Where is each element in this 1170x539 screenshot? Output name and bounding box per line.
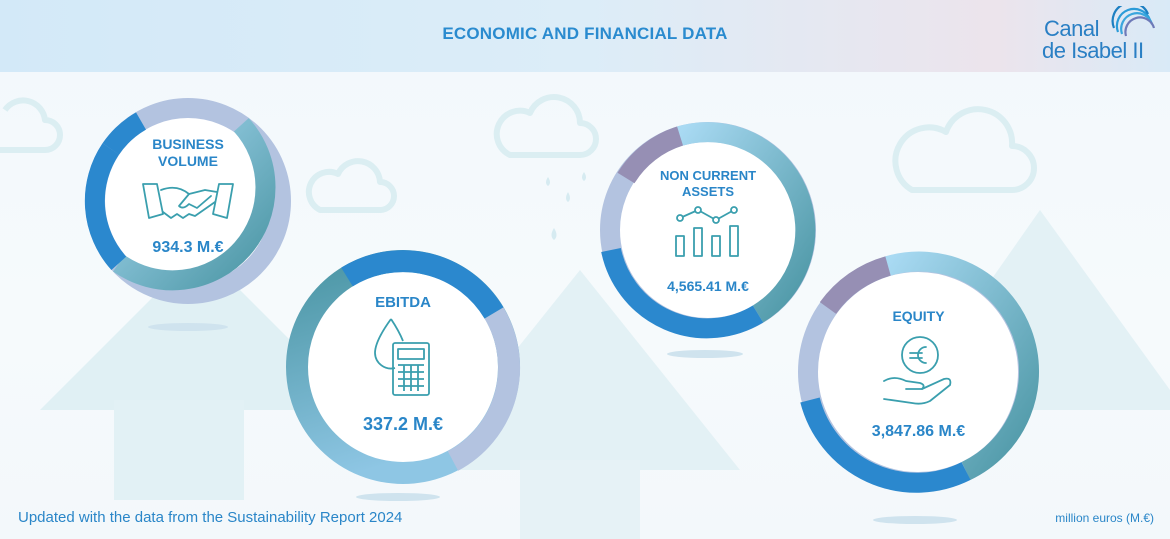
- metric-ebitda: EBITDA 337.2 M.€: [283, 247, 523, 487]
- logo-text-line1: Canal: [1044, 16, 1099, 41]
- ebitda-value: 337.2 M.€: [362, 414, 444, 434]
- equity-label: EQUITY: [892, 308, 945, 324]
- business-volume-ring: [84, 98, 291, 304]
- non-current-assets-value: 4,565.41 M.€: [667, 278, 749, 294]
- non-current-assets-label-line2: ASSETS: [681, 184, 734, 199]
- water-drop-calculator-icon: [374, 318, 430, 396]
- page-title: ECONOMIC AND FINANCIAL DATA: [442, 24, 728, 43]
- metric-equity: EQUITY 3,847.86 M.€: [796, 250, 1041, 495]
- handshake-icon: [142, 183, 234, 219]
- metric-business-volume: BUSINESS VOLUME 934.3 M.€: [83, 96, 293, 306]
- ebitda-ring: [286, 250, 521, 484]
- equity-value: 3,847.86 M.€: [871, 423, 966, 440]
- company-logo: Canal de Isabel II: [1040, 6, 1160, 66]
- footer-note: Updated with the data from the Sustainab…: [18, 509, 403, 526]
- footer-units: million euros (M.€): [1055, 511, 1154, 525]
- business-volume-value: 934.3 M.€: [152, 239, 224, 256]
- metric-non-current-assets: NON CURRENT ASSETS 4,565.41 M.€: [598, 120, 818, 340]
- business-volume-label-line1: BUSINESS: [152, 136, 224, 152]
- non-current-assets-ring: [600, 122, 816, 339]
- ebitda-label: EBITDA: [375, 294, 431, 311]
- background-illustration: [0, 94, 1170, 539]
- logo-text-line2: de Isabel II: [1042, 38, 1144, 63]
- bar-chart-line-icon: [675, 206, 739, 257]
- business-volume-label-line2: VOLUME: [158, 153, 218, 169]
- logo-arcs-icon: [1111, 6, 1156, 37]
- header-bar: [0, 0, 1170, 72]
- non-current-assets-label-line1: NON CURRENT: [659, 168, 757, 183]
- euro-coin-hand-icon: [883, 336, 952, 405]
